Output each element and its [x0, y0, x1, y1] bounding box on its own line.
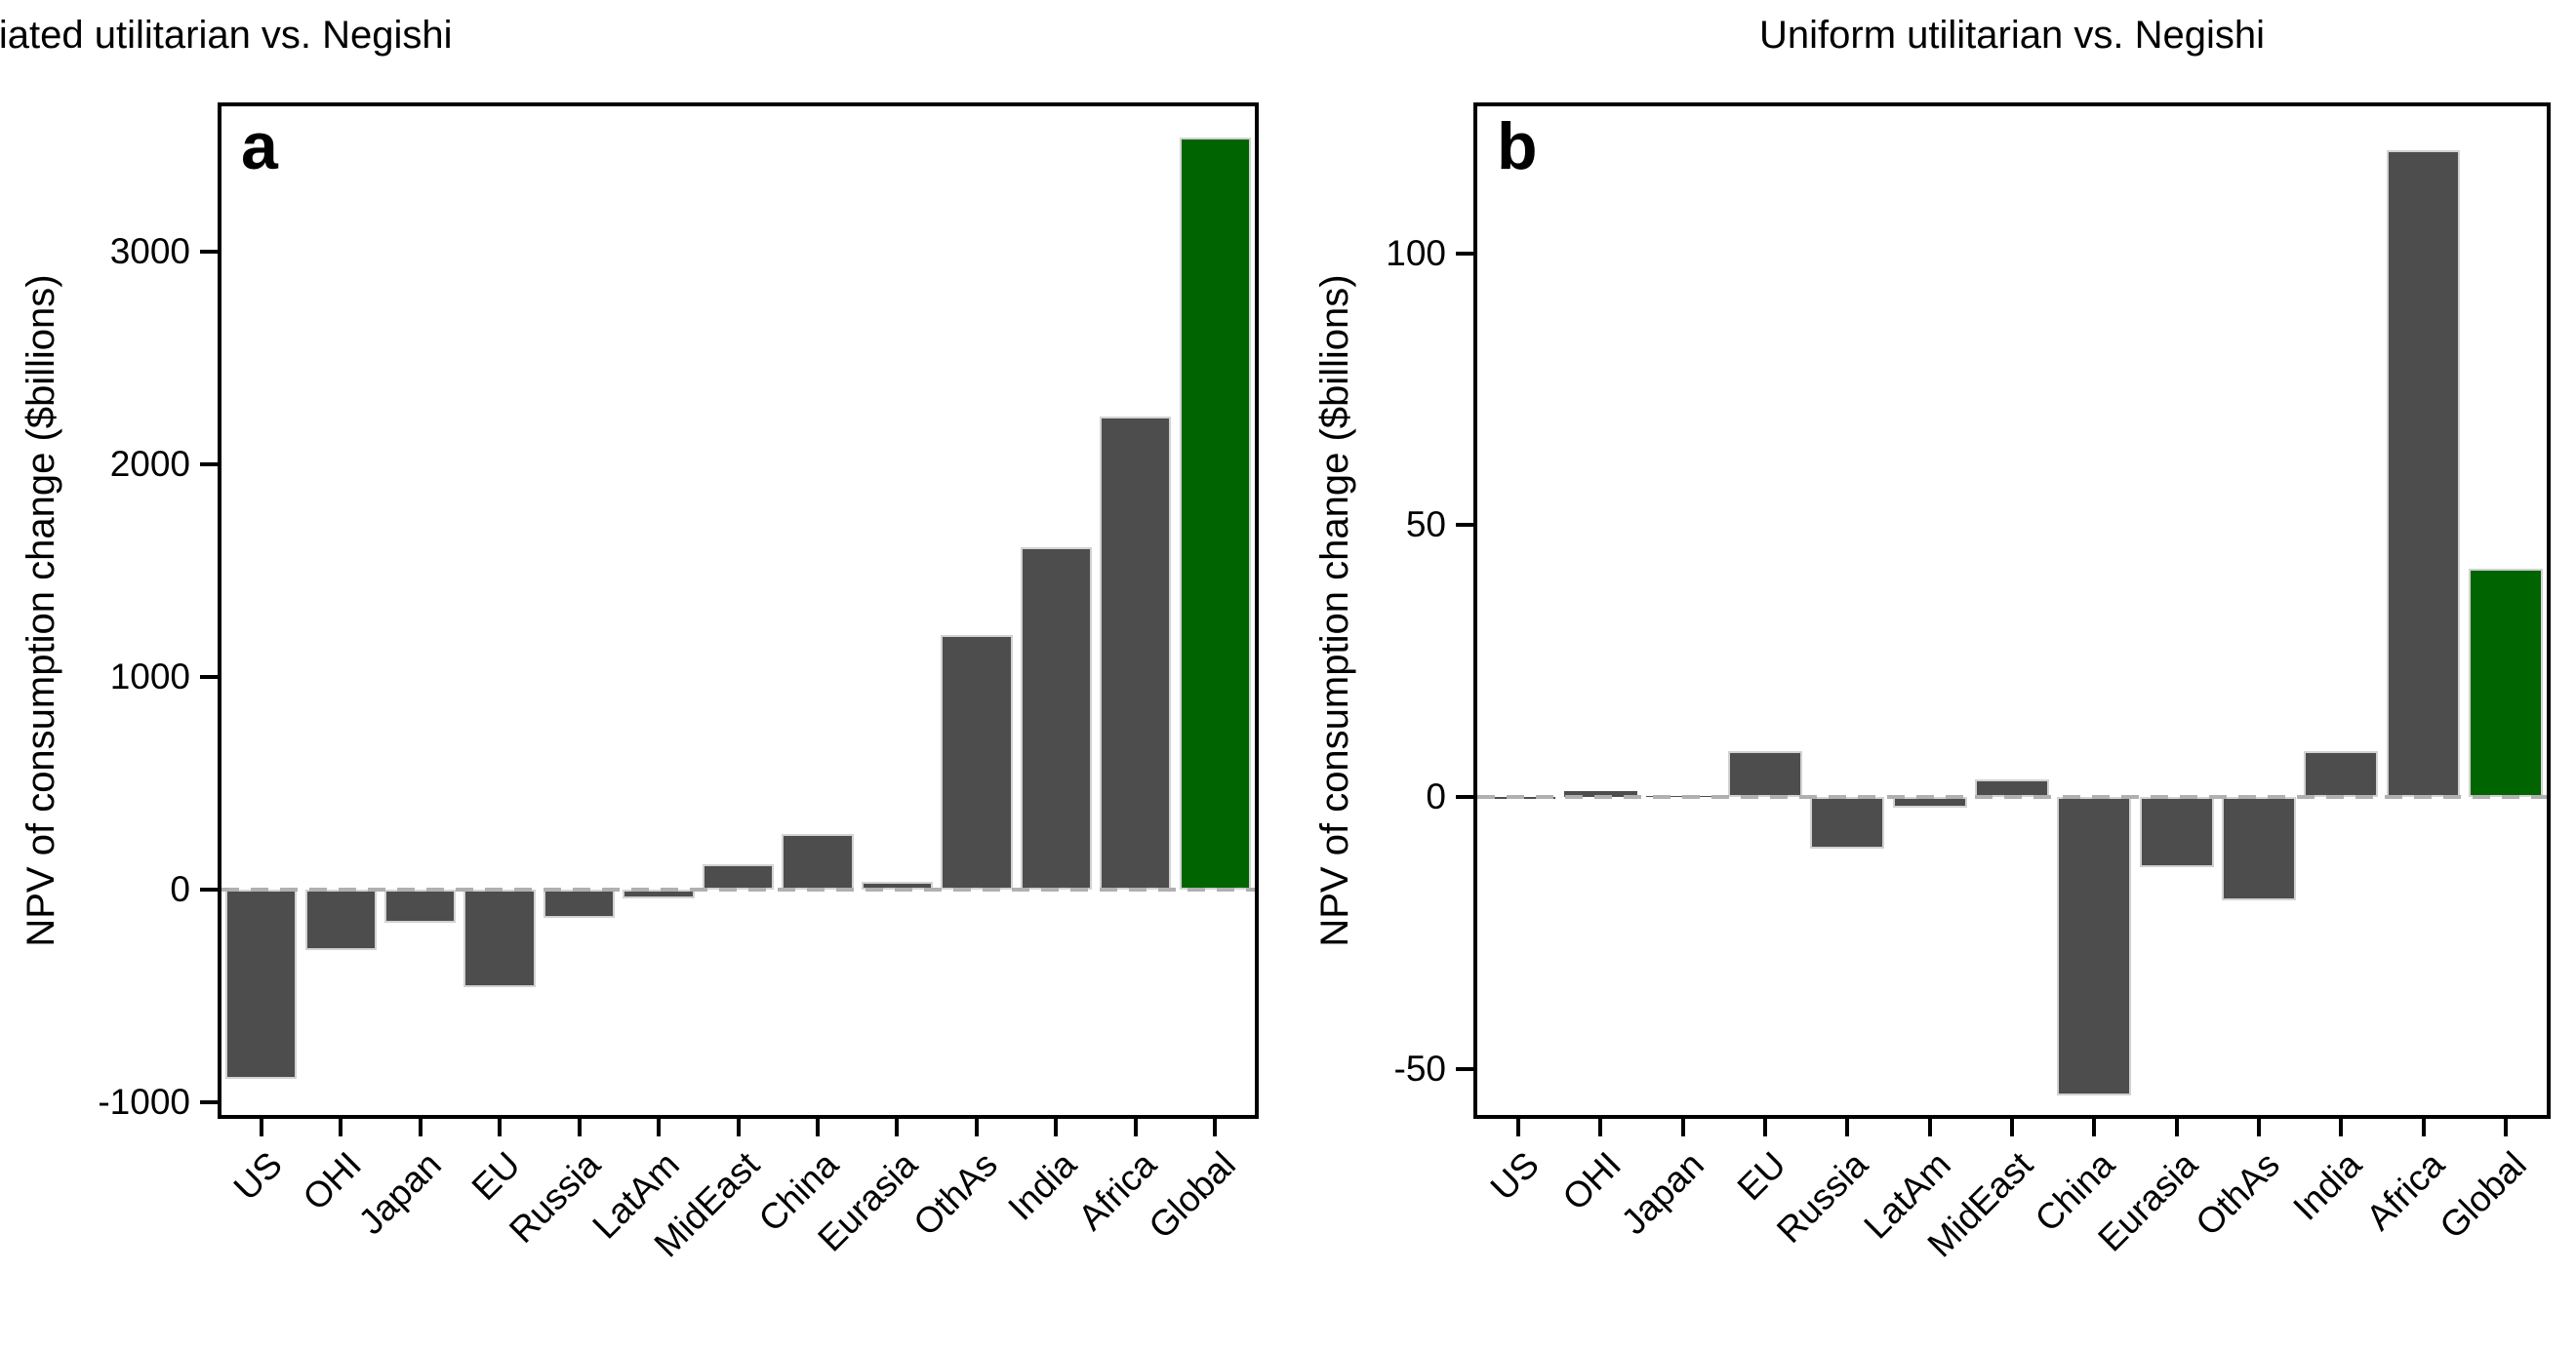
panel-b-bar-OHI: [1563, 791, 1638, 797]
panel-a-bar-India: [1020, 547, 1092, 890]
panel-b-xtick-mark-Global: [2503, 1115, 2508, 1136]
panel-a-xtick-mark-Africa: [1133, 1115, 1138, 1136]
panel-b-ytick-label-100: 100: [1386, 232, 1446, 273]
panel-b-ytick-mark-100: [1456, 251, 1473, 256]
panel-b-xtick-mark-LatAm: [1927, 1115, 1932, 1136]
panel-a-letter: a: [241, 109, 278, 183]
panel-b-ytick-label-0: 0: [1426, 775, 1446, 816]
panel-a-xtick-mark-OthAs: [974, 1115, 979, 1136]
panel-a-bar-EU: [463, 890, 536, 988]
panel-a-ytick-label-2000: 2000: [109, 444, 190, 485]
panel-b-bar-Africa: [2386, 149, 2461, 797]
panel-b-xtick-mark-India: [2339, 1115, 2344, 1136]
panel-a-ytick-mark-2000: [200, 462, 218, 467]
panel-a-plot-area: a 3000 2000 1000 0 -1000 US OHI Japan EU Russia La…: [98, 102, 1259, 1265]
panel-a-ytick-mark-1000: [200, 675, 218, 680]
panel-b-bar-EU: [1728, 750, 1802, 797]
panel-a-ytick-label-1000: 1000: [109, 656, 190, 697]
panel-b-xtick-mark-OHI: [1598, 1115, 1603, 1136]
panel-a-xtick-mark-US: [259, 1115, 263, 1136]
panel-b-ytick-mark-0: [1456, 794, 1473, 799]
panel-a-bar-Global: [1179, 137, 1251, 890]
panel-a-bar-Japan: [383, 890, 457, 923]
panel-a-bar-Russia: [543, 890, 616, 919]
panel-b-letter: b: [1497, 109, 1538, 183]
panel-a-zero-dashed-line: [221, 888, 1255, 892]
panel-b-title: Uniform utilitarian vs. Negishi: [1759, 14, 2265, 57]
panel-b-bar-China: [2057, 796, 2132, 1096]
panel-a-xtick-mark-LatAm: [657, 1115, 662, 1136]
panel-b-xtick-mark-Africa: [2421, 1115, 2426, 1136]
panel-b-xtick-mark-China: [2092, 1115, 2097, 1136]
panel-a-xtick-mark-EU: [498, 1115, 503, 1136]
panel-b-ytick-mark--50: [1456, 1066, 1473, 1071]
panel-b-xtick-mark-Japan: [1680, 1115, 1685, 1136]
panel-b-bar-Global: [2468, 568, 2543, 797]
panel-a-xtick-mark-China: [815, 1115, 820, 1136]
panel-a-bar-US: [225, 890, 298, 1079]
panel-b-xtick-mark-EU: [1763, 1115, 1768, 1136]
panel-a-xtick-mark-Japan: [418, 1115, 423, 1136]
panel-b-xtick-mark-OthAs: [2256, 1115, 2261, 1136]
panel-a-bar-MidEast: [702, 863, 775, 890]
panel-b-xtick-mark-US: [1516, 1115, 1521, 1136]
panel-a-y-axis-label: NPV of consumption change ($billions): [20, 274, 62, 947]
panel-a-bar-OHI: [304, 890, 377, 951]
panel-b-bar-OthAs: [2221, 796, 2296, 900]
panel-b-xtick-mark-Russia: [1845, 1115, 1850, 1136]
panel-b-ytick-label-50: 50: [1405, 504, 1446, 545]
panel-a-xtick-mark-Eurasia: [895, 1115, 900, 1136]
panel-b-bar-India: [2304, 750, 2379, 797]
panel-b-zero-dashed-line: [1477, 794, 2547, 799]
panel-a-ytick-mark-3000: [200, 250, 218, 255]
panel-a-ytick-mark--1000: [200, 1099, 218, 1104]
panel-a-xtick-mark-India: [1054, 1115, 1059, 1136]
panel-b-ytick-label--50: -50: [1393, 1048, 1446, 1089]
panel-a-title: Differentiated utilitarian vs. Negishi: [0, 14, 453, 57]
panel-b-xtick-mark-MidEast: [2010, 1115, 2014, 1136]
panel-a-bar-China: [782, 834, 854, 890]
panel-a-xtick-mark-OHI: [339, 1115, 343, 1136]
panel-a-bar-OthAs: [941, 634, 1013, 890]
panel-a-xtick-mark-Global: [1213, 1115, 1218, 1136]
panel-b-bar-Russia: [1810, 796, 1885, 849]
panel-a-ytick-label-0: 0: [170, 869, 190, 909]
panel-b-xtick-mark-Eurasia: [2174, 1115, 2179, 1136]
panel-b-plot-area: b 100 50 0 -50 US OHI Japan EU Russia LatAm MidEas…: [1386, 102, 2551, 1265]
panel-a-xtick-mark-MidEast: [736, 1115, 741, 1136]
panel-a-xtick-mark-Russia: [577, 1115, 582, 1136]
panel-b-y-axis-label: NPV of consumption change ($billions): [1313, 274, 1356, 947]
panel-b-ytick-mark-50: [1456, 523, 1473, 528]
panel-a-ytick-label-3000: 3000: [109, 231, 190, 272]
panel-b-bar-Eurasia: [2139, 796, 2214, 868]
panel-a-ytick-mark-0: [200, 888, 218, 892]
panel-a-ytick-label--1000: -1000: [98, 1081, 190, 1122]
panel-a-bar-Africa: [1100, 417, 1172, 890]
